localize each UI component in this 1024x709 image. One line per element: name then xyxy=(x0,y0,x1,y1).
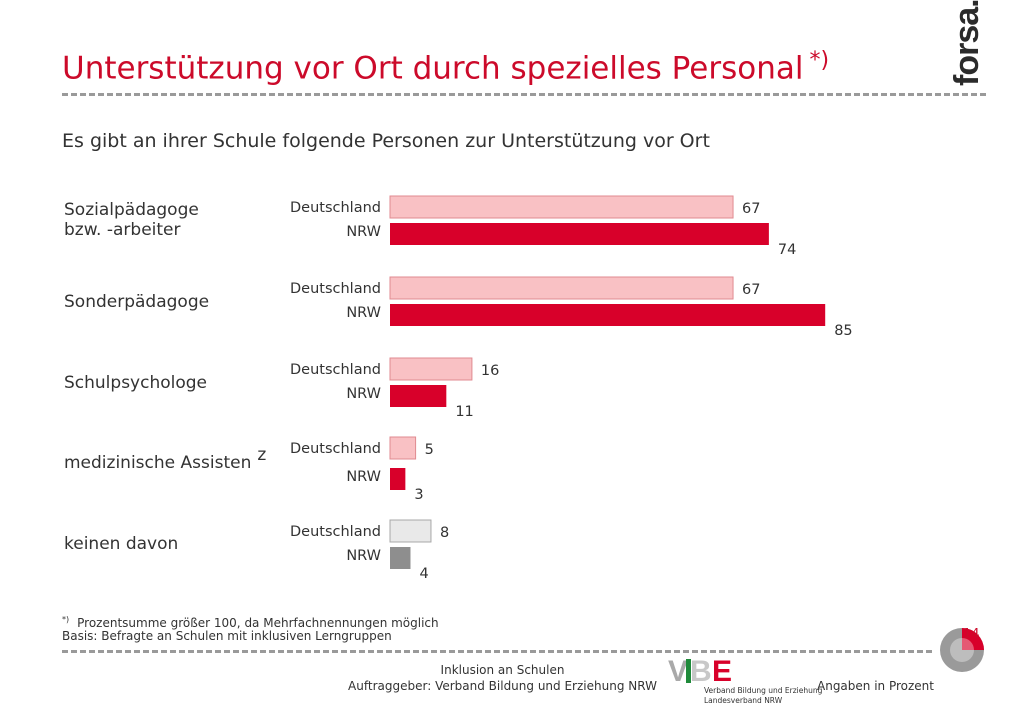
footnote-basis: Basis: Befragte an Schulen mit inklusive… xyxy=(62,629,392,643)
bar-deutschland xyxy=(389,276,734,300)
category-label-line: Schulpsychologe xyxy=(64,373,208,393)
svg-text:B: B xyxy=(690,655,712,685)
category-label-line: keinen davon xyxy=(64,534,179,554)
vbe-logo: V B E Verband Bildung und Erziehung Land… xyxy=(668,655,822,707)
category-label: Sozialpädagoge bzw. -arbeiter xyxy=(64,200,199,240)
series-label: NRW xyxy=(346,548,381,564)
value-label: 4 xyxy=(419,566,428,582)
bar-deutschland xyxy=(389,519,432,543)
bar-nrw xyxy=(390,468,406,490)
page-title: Unterstützung vor Ort durch spezielles P… xyxy=(62,48,829,86)
title-footnote-mark: *) xyxy=(809,48,830,73)
footer-info: Inklusion an Schulen Auftraggeber: Verba… xyxy=(340,662,665,694)
page-title-text: Unterstützung vor Ort durch spezielles P… xyxy=(62,50,804,87)
series-label: Deutschland xyxy=(290,524,381,540)
chart-subtitle: Es gibt an ihrer Schule folgende Persone… xyxy=(62,130,710,152)
header-divider xyxy=(62,93,986,96)
series-label: NRW xyxy=(346,224,381,240)
value-label: 67 xyxy=(742,282,760,298)
category-label-line: Sonderpädagoge xyxy=(64,292,210,312)
category-label-line: medizinische Assisten z xyxy=(64,445,267,473)
value-label: 5 xyxy=(425,442,434,458)
category-label-line: bzw. -arbeiter xyxy=(64,220,181,240)
value-label: 3 xyxy=(414,487,423,503)
value-label: 74 xyxy=(778,242,796,258)
category-label-suffix: z xyxy=(257,445,267,465)
footer-line-2: Auftraggeber: Verband Bildung und Erzieh… xyxy=(348,679,657,693)
pie-chart-icon xyxy=(940,628,984,672)
value-label: 16 xyxy=(481,363,499,379)
bar-deutschland xyxy=(389,357,473,381)
vbe-line-2: Landesverband NRW xyxy=(704,696,783,705)
series-label: NRW xyxy=(346,305,381,321)
value-label: 11 xyxy=(455,404,473,420)
series-label: Deutschland xyxy=(290,200,381,216)
category-label: Schulpsychologe xyxy=(64,373,207,393)
footer-line-1: Inklusion an Schulen xyxy=(440,663,565,677)
vbe-logo-mark: V B E xyxy=(668,655,732,685)
category-label: Sonderpädagoge xyxy=(64,292,209,312)
bar-nrw xyxy=(390,223,769,245)
footer-divider xyxy=(62,650,932,653)
bar-nrw xyxy=(390,385,447,407)
bar-nrw xyxy=(390,304,826,326)
category-label-line: Sozialpädagoge xyxy=(64,200,199,220)
series-label: NRW xyxy=(346,469,381,485)
bar-deutschland xyxy=(389,436,417,460)
series-label: NRW xyxy=(346,386,381,402)
bar-deutschland xyxy=(389,195,734,219)
footnote-mark: *) xyxy=(62,615,70,624)
value-label: 8 xyxy=(440,525,449,541)
page-number: 14 xyxy=(963,627,980,642)
value-label: 67 xyxy=(742,201,760,217)
category-label: keinen davon xyxy=(64,534,178,554)
vbe-logo-letters: V xyxy=(668,655,688,685)
footnote-line: *) Prozentsumme größer 100, da Mehrfachne… xyxy=(62,615,439,630)
vbe-line-1: Verband Bildung und Erziehung xyxy=(704,686,823,695)
value-label: 85 xyxy=(834,323,852,339)
series-label: Deutschland xyxy=(290,441,381,457)
unit-note: Angaben in Prozent xyxy=(817,679,934,693)
series-label: Deutschland xyxy=(290,281,381,297)
category-label: medizinische Assisten z xyxy=(64,445,267,473)
svg-text:E: E xyxy=(712,655,732,685)
bar-nrw xyxy=(390,547,411,569)
series-label: Deutschland xyxy=(290,362,381,378)
footnote-text: Prozentsumme größer 100, da Mehrfachnenn… xyxy=(77,616,439,630)
